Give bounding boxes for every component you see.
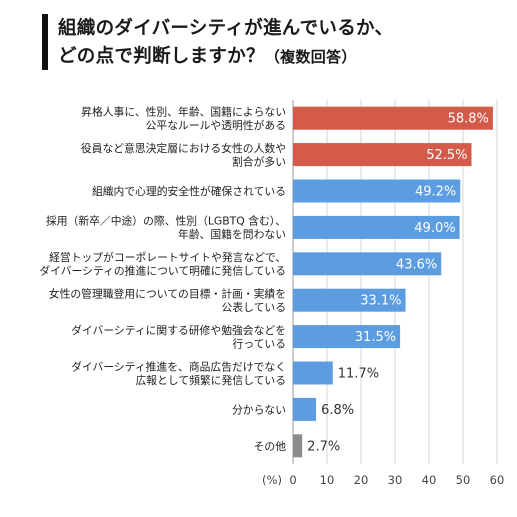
tick-label: 50 xyxy=(456,473,471,487)
tick-label: 0 xyxy=(289,473,296,487)
data-label: 58.8% xyxy=(448,112,489,127)
data-label: 2.7% xyxy=(307,439,340,454)
chart-title-line-1: 組織のダイバーシティが進んでいるか、 xyxy=(58,18,394,39)
category-label: 年齢、国籍を問わない xyxy=(178,227,286,241)
bar xyxy=(293,106,493,130)
bar xyxy=(293,252,442,276)
data-label: 11.7% xyxy=(338,367,379,382)
data-label: 6.8% xyxy=(321,403,354,418)
title-accent-bar xyxy=(42,14,48,70)
tick-label: 40 xyxy=(422,473,437,487)
bar xyxy=(293,434,303,458)
category-label: 役員など意思決定層における女性の人数や xyxy=(81,141,286,155)
category-label: ダイバーシティの推進について明確に発信している xyxy=(39,264,286,278)
category-label: 行っている xyxy=(233,337,286,350)
category-label: 割合が多い xyxy=(232,154,286,168)
tick-label: 30 xyxy=(388,473,403,487)
category-label: 公表している xyxy=(222,300,286,314)
category-label: 公平なルールや透明性がある xyxy=(146,118,286,132)
category-label: ダイバーシティ推進を、商品広告だけでなく xyxy=(71,359,286,373)
bar xyxy=(293,143,472,167)
data-label: 52.5% xyxy=(426,148,467,163)
category-label: 経営トップがコーポレートサイトや発言などで、 xyxy=(49,250,286,264)
data-label: 43.6% xyxy=(396,257,437,272)
category-label: 分からない xyxy=(232,403,286,416)
category-label: 広報として頻繁に発信している xyxy=(135,373,286,387)
category-label: 組織内で心理的安全性が確保されている xyxy=(92,184,286,198)
bar xyxy=(293,179,461,203)
data-label: 31.5% xyxy=(355,330,396,345)
bar xyxy=(293,215,460,239)
chart-title-question: どの点で判断しますか？ xyxy=(58,46,265,67)
data-label: 49.0% xyxy=(414,221,455,236)
bar xyxy=(293,397,317,421)
bar xyxy=(293,361,333,385)
bar xyxy=(293,325,401,349)
data-label: 33.1% xyxy=(360,294,401,309)
category-label: 昇格人事に、性別、年齢、国籍によらない xyxy=(81,104,286,118)
category-label: 女性の管理職登用についての目標・計画・実績を xyxy=(49,286,286,300)
category-label: その他 xyxy=(254,440,287,453)
category-label: ダイバーシティに関する研修や勉強会などを xyxy=(71,323,286,337)
axis-unit-label: (%) xyxy=(262,473,282,487)
chart-title-line-2: どの点で判断しますか？（複数回答） xyxy=(58,42,357,68)
chart-title-note: （複数回答） xyxy=(264,48,357,66)
tick-label: 20 xyxy=(354,473,369,487)
data-label: 49.2% xyxy=(415,185,456,200)
category-label: 採用（新卒／中途）の際、性別（LGBTQ 含む）、 xyxy=(46,214,286,228)
tick-label: 60 xyxy=(490,473,505,487)
bar xyxy=(293,288,406,312)
tick-label: 10 xyxy=(320,473,335,487)
